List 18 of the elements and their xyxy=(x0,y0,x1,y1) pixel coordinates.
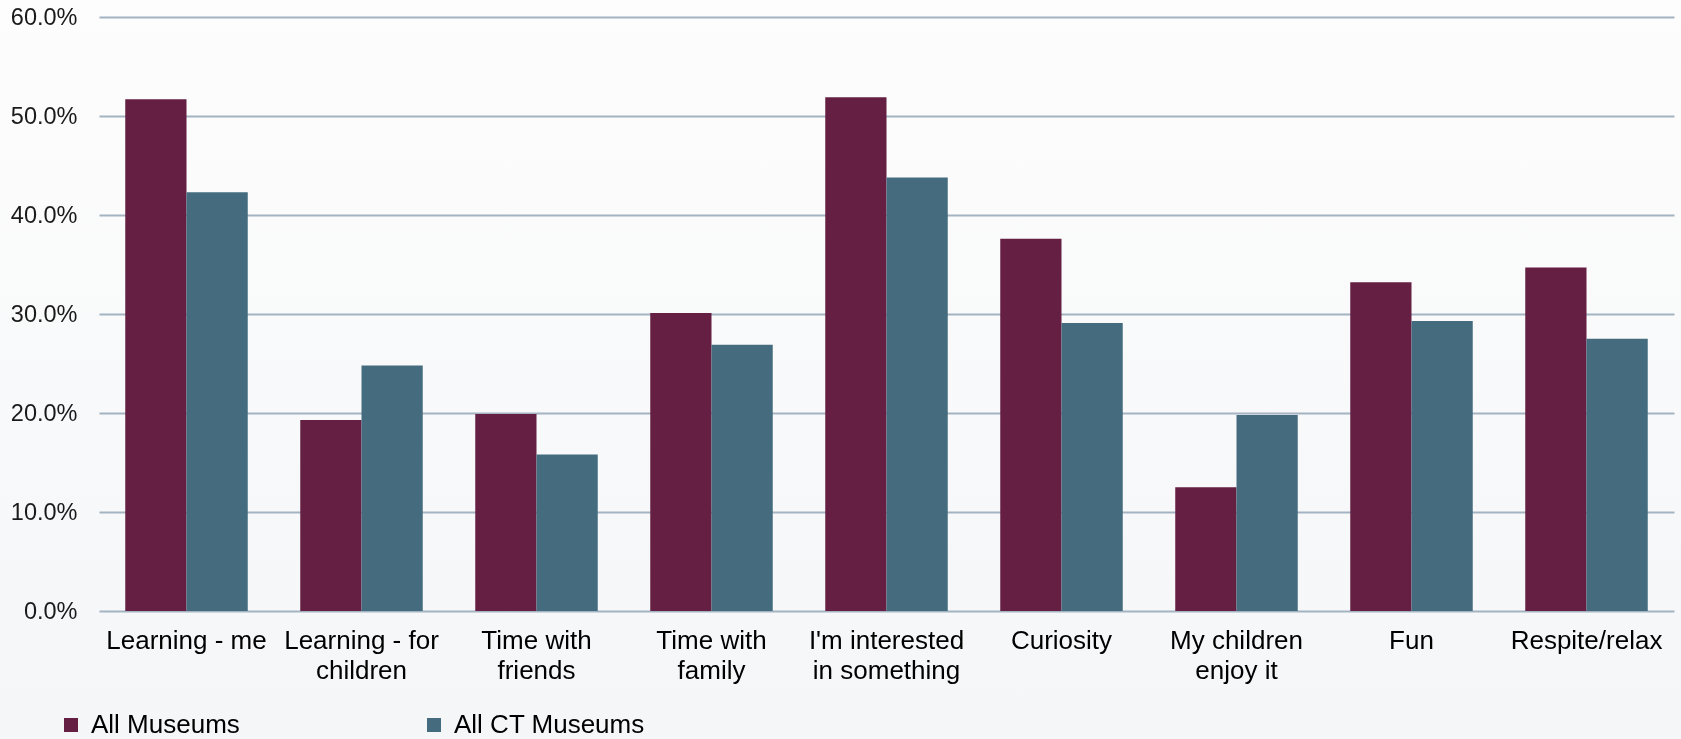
x-tick-label: Respite/relax xyxy=(1510,624,1663,655)
x-tick-label: Fun xyxy=(1389,624,1434,655)
y-tick-label: 20.0% xyxy=(10,399,78,426)
y-tick-label: 30.0% xyxy=(10,300,78,327)
y-tick-label: 40.0% xyxy=(10,201,78,228)
legend-label: All CT Museums xyxy=(454,709,645,739)
x-tick-label: Curiosity xyxy=(1010,624,1113,655)
x-tick-label: Time with friends xyxy=(481,624,592,685)
x-tick-label: Learning - me xyxy=(106,624,267,655)
x-tick-label: My children enjoy it xyxy=(1170,624,1303,685)
y-tick-label: 0.0% xyxy=(23,597,78,624)
x-tick-label: Time with family xyxy=(656,624,767,685)
y-tick-label: 50.0% xyxy=(10,102,78,129)
legend-label: All Museums xyxy=(91,709,240,739)
x-tick-label: Learning - for children xyxy=(284,624,440,685)
x-tick-label: I'm interested in something xyxy=(808,624,965,685)
y-tick-label: 60.0% xyxy=(10,3,78,30)
y-tick-label: 10.0% xyxy=(10,498,78,525)
